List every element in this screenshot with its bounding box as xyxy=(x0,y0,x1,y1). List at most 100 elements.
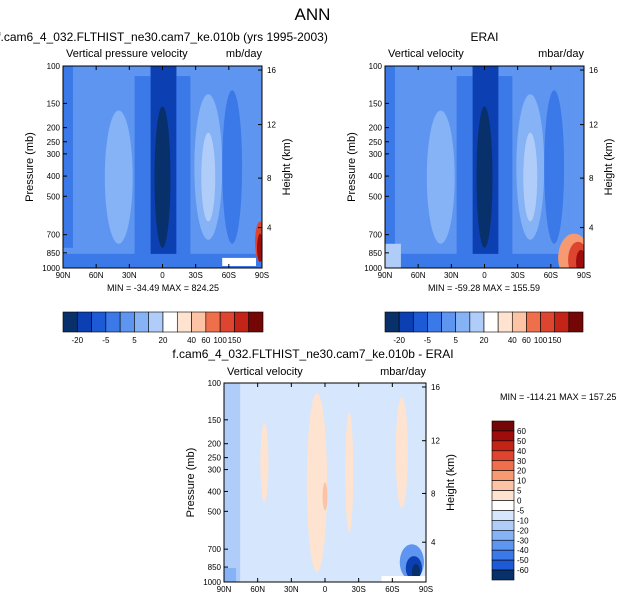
chart-1-y-tick-label: 100 xyxy=(369,62,383,71)
chart-0-y-tick-label: 250 xyxy=(47,138,61,147)
field-patch-midlat-s xyxy=(222,90,243,244)
chart-2-y-tick-label: 700 xyxy=(208,545,222,554)
chart-2-colorbar-box xyxy=(491,470,515,481)
field-patch-antarctic-peak xyxy=(576,249,584,268)
chart-1-y2-tick-label: 8 xyxy=(589,174,594,183)
field-patch-subtropics-s-core xyxy=(201,132,216,222)
chart-0-colorbar-box xyxy=(234,311,250,333)
chart-0-y-tick-label: 1000 xyxy=(42,264,60,273)
chart-0-y2label: Height (km) xyxy=(281,139,293,196)
chart-2-x-tick-label: 30S xyxy=(352,585,366,594)
chart-0-colorbar-box xyxy=(219,311,235,333)
chart-2-colorbar-box xyxy=(491,549,515,561)
field-patch-diff-pos xyxy=(345,412,354,533)
field-patch-north-pole xyxy=(63,66,73,248)
chart-0-colorbar-box xyxy=(148,311,164,333)
chart-1-panel-title: ERAI xyxy=(470,30,498,44)
chart-1-colorbar-label: 40 xyxy=(508,336,517,345)
chart-1-colorbar-label: -5 xyxy=(424,336,432,345)
chart-0-y-tick-label: 850 xyxy=(47,249,61,258)
chart-1-colorbar-label: 20 xyxy=(480,336,489,345)
chart-1-y-tick-label: 500 xyxy=(369,192,383,201)
chart-2-colorbar-label: -5 xyxy=(517,506,525,515)
chart-0-y2-tick-label: 8 xyxy=(267,174,272,183)
chart-1-colorbar-box xyxy=(412,311,428,333)
chart-2-x-tick-label: 0 xyxy=(323,585,328,594)
chart-1-x-tick-label: 60S xyxy=(544,271,558,280)
field-patch-arctic xyxy=(385,243,401,268)
chart-0-colorbar-box xyxy=(76,311,92,333)
chart-0-colorbar-box xyxy=(162,311,178,333)
field-patch-antarctic-mask xyxy=(381,576,426,582)
chart-0-colorbar-box xyxy=(191,311,207,333)
field-patch-surface xyxy=(63,253,262,268)
field-patch-antarctic-mask xyxy=(222,257,257,266)
chart-2-colorbar-box xyxy=(491,460,515,471)
chart-1-left-title: Vertical velocity xyxy=(388,48,464,60)
chart-1-colorbar-label: 5 xyxy=(453,336,458,345)
chart-2-x-tick-label: 90N xyxy=(217,585,232,594)
chart-2-colorbar-box xyxy=(491,500,515,511)
chart-1-colorbar-label: 150 xyxy=(548,336,562,345)
chart-2-colorbar-label: 60 xyxy=(517,427,526,436)
chart-0-colorbar-box xyxy=(205,311,221,333)
field-patch-diff-pos xyxy=(306,392,328,573)
chart-2-y2-tick-label: 16 xyxy=(431,383,440,392)
chart-0-colorbar-label: -20 xyxy=(72,336,84,345)
chart-2-y2-tick-label: 8 xyxy=(431,489,436,498)
chart-1-colorbar-box xyxy=(469,311,485,333)
chart-1-colorbar-box xyxy=(455,311,471,333)
chart-1-colorbar-box xyxy=(511,311,527,333)
chart-0-y-tick-label: 200 xyxy=(47,124,61,133)
chart-0-colorbar-label: 40 xyxy=(187,336,196,345)
chart-2-colorbar-label: 30 xyxy=(517,457,526,466)
chart-0-x-tick-label: 0 xyxy=(160,271,165,280)
chart-2-y-tick-label: 850 xyxy=(208,563,222,572)
chart-2-y-tick-label: 300 xyxy=(208,466,222,475)
chart-1-y-tick-label: 150 xyxy=(369,99,383,108)
chart-2-colorbar-label: 10 xyxy=(517,477,526,486)
chart-1-y2-tick-label: 4 xyxy=(589,224,594,233)
chart-1-x-tick-label: 30S xyxy=(511,271,525,280)
chart-2-colorbar-label: -50 xyxy=(517,556,529,565)
field-patch-subtropics-s-core xyxy=(523,132,538,222)
chart-1-colorbar-box xyxy=(483,311,499,333)
chart-0-colorbar-box xyxy=(119,311,135,333)
chart-2-colorbar-label: -10 xyxy=(517,516,529,525)
chart-2-colorbar-box xyxy=(491,420,515,432)
chart-2-ylabel: Pressure (mb) xyxy=(185,448,197,518)
chart-0-x-tick-label: 60S xyxy=(222,271,236,280)
chart-0-left-title: Vertical pressure velocity xyxy=(66,48,188,60)
chart-2-x-tick-label: 60S xyxy=(385,585,399,594)
chart-2-colorbar-label: 20 xyxy=(517,467,526,476)
chart-1-y-tick-label: 1000 xyxy=(364,264,382,273)
chart-0-y2-tick-label: 16 xyxy=(267,66,276,75)
chart-2-y-tick-label: 100 xyxy=(208,379,222,388)
chart-0-colorbar-label: 20 xyxy=(159,336,168,345)
chart-1-x-tick-label: 0 xyxy=(482,271,487,280)
field-patch-itcz-core xyxy=(154,106,171,248)
chart-0-colorbar-label: 60 xyxy=(201,336,210,345)
chart-2-units: mbar/day xyxy=(380,366,426,378)
chart-2-colorbar-label: 50 xyxy=(517,437,526,446)
chart-1-x-tick-label: 60N xyxy=(411,271,426,280)
chart-1-colorbar-box xyxy=(441,311,457,333)
chart-0-x-tick-label: 30S xyxy=(189,271,203,280)
field-patch-antarctic-peak xyxy=(411,564,420,581)
chart-0-colorbar-box xyxy=(91,311,107,333)
chart-2-y-tick-label: 200 xyxy=(208,440,222,449)
chart-1-y2label: Height (km) xyxy=(603,139,615,196)
chart-1-colorbar-box xyxy=(398,311,414,333)
chart-0-y-tick-label: 700 xyxy=(47,231,61,240)
chart-2-x-tick-label: 60N xyxy=(250,585,265,594)
chart-1-colorbar-label: 100 xyxy=(534,336,548,345)
chart-0-colorbar-box xyxy=(134,311,150,333)
chart-1-colorbar-box xyxy=(540,311,556,333)
chart-1-x-tick-label: 90N xyxy=(378,271,393,280)
field-patch-antarctic-max-core xyxy=(257,233,262,262)
chart-2-colorbar-box xyxy=(491,569,515,581)
field-patch-diff-pos xyxy=(395,396,408,509)
chart-2-colorbar-label: 0 xyxy=(517,497,522,506)
chart-2-colorbar-box xyxy=(491,450,515,462)
chart-0-colorbar-box xyxy=(248,311,264,333)
